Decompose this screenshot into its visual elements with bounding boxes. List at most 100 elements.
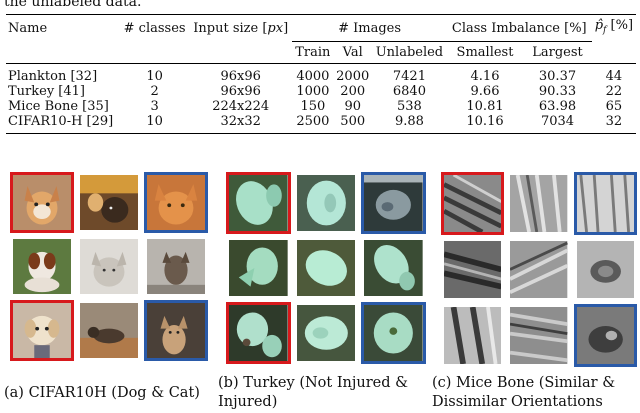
bone-caption-line-2: Dissimilar Orientations: [432, 394, 603, 410]
cifar-image-grid: [10, 172, 208, 361]
cell-unlabeled: 6840: [392, 84, 426, 100]
cell-unlabeled: 9.88: [372, 114, 447, 135]
cifar-image-cat-1: [77, 172, 141, 233]
cell-pf: 32: [591, 114, 636, 135]
cifar-image-dog-1: [10, 172, 74, 233]
cell-pf: 65: [605, 99, 623, 115]
header-pf-unit: [%]: [606, 18, 634, 33]
cifar-image-dog-3: [10, 300, 74, 361]
bone-image-7: [441, 304, 504, 367]
cell-classes: 2: [150, 84, 159, 100]
cell-classes: 3: [150, 99, 159, 115]
cell-name: Plankton [32]: [8, 69, 98, 85]
cell-largest: 90.33: [538, 84, 577, 100]
bone-image-3: [573, 172, 637, 235]
bone-image-6: [574, 238, 637, 301]
cell-train: 150: [300, 99, 326, 115]
cifar-image-cat-5: [77, 300, 141, 361]
cell-unlabeled: 538: [397, 99, 422, 115]
header-blank-1: [6, 42, 120, 64]
turkey-image-6: [361, 237, 426, 299]
cell-smallest: 4.16: [470, 69, 500, 85]
header-classes: # classes: [123, 20, 186, 36]
cell-val: 500: [333, 114, 373, 135]
table-row: Mice Bone [35] 3 224x224 150 90 538 10.8…: [6, 99, 636, 114]
cell-classes: 10: [146, 69, 163, 85]
turkey-image-grid: [226, 172, 426, 364]
cell-name: Turkey [41]: [8, 84, 85, 100]
turkey-image-4: [226, 237, 291, 299]
dataset-table: Name # classes Input size [px] # Images …: [6, 14, 636, 135]
turkey-image-5: [294, 237, 359, 299]
cell-smallest: 10.81: [466, 99, 504, 115]
cifar-image-dog-2: [10, 236, 74, 297]
cell-val: 2000: [336, 69, 370, 85]
header-train: Train: [295, 45, 331, 61]
header-imbalance-group: Class Imbalance [%]: [446, 14, 592, 43]
bone-image-grid: [441, 172, 637, 367]
cell-name: Mice Bone [35]: [8, 99, 109, 115]
header-unlabeled: Unlabeled: [375, 45, 444, 61]
turkey-caption-line-2: Injured): [218, 394, 278, 410]
header-input-size: Input size [px]: [189, 15, 292, 42]
cell-train: 1000: [296, 84, 330, 100]
turkey-image-2: [294, 172, 359, 234]
turkey-image-8: [294, 302, 359, 364]
header-pf-sub: f: [603, 25, 607, 36]
cell-val: 200: [340, 84, 366, 100]
header-input-size-text: Input size [: [193, 20, 268, 36]
header-blank-4: [592, 42, 636, 64]
header-blank-3: [189, 42, 292, 64]
turkey-image-9: [361, 302, 426, 364]
cell-pf: 22: [605, 84, 623, 100]
cell-val: 90: [344, 99, 361, 115]
bone-image-9: [573, 304, 637, 367]
cell-largest: 63.98: [538, 99, 577, 115]
cell-input-size: 96x96: [220, 84, 261, 100]
cell-smallest: 9.66: [470, 84, 500, 100]
cifar-image-cat-6: [144, 300, 208, 361]
header-blank-2: [120, 42, 189, 64]
table-header-row-2: Train Val Unlabeled Smallest Largest: [6, 42, 636, 64]
cell-train: 2500: [292, 114, 334, 135]
cifar-panel: [10, 172, 208, 361]
bone-panel: [441, 172, 637, 367]
cell-input-size: 96x96: [220, 69, 261, 85]
cell-largest: 30.37: [538, 69, 577, 85]
bone-image-2: [507, 172, 570, 235]
header-input-size-unit: px: [267, 20, 284, 36]
cifar-image-cat-3: [77, 236, 141, 297]
table-row: CIFAR10-H [29] 10 32x32 2500 500 9.88 10…: [6, 114, 636, 135]
intro-text: the unlabeled data.: [4, 0, 142, 10]
cell-unlabeled: 7421: [392, 69, 426, 85]
cell-pf: 44: [605, 69, 623, 85]
header-images-group: # Images: [292, 14, 447, 43]
cell-input-size: 32x32: [189, 114, 293, 135]
cell-train: 4000: [296, 69, 330, 85]
header-val: Val: [342, 45, 363, 61]
turkey-panel: [226, 172, 426, 364]
turkey-image-7: [226, 302, 291, 364]
cell-input-size: 224x224: [212, 99, 270, 115]
turkey-image-1: [226, 172, 291, 234]
turkey-caption-line-1: (b) Turkey (Not Injured &: [218, 375, 409, 391]
table-row: Plankton [32] 10 96x96 4000 2000 7421 4.…: [6, 64, 636, 85]
table-row: Turkey [41] 2 96x96 1000 200 6840 9.66 9…: [6, 84, 636, 99]
cell-classes: 10: [120, 114, 190, 135]
cell-largest: 7034: [523, 114, 592, 135]
bone-image-1: [441, 172, 505, 235]
cell-smallest: 10.16: [446, 114, 524, 135]
header-name: Name: [8, 20, 48, 36]
cifar-caption: (a) CIFAR10H (Dog & Cat): [4, 385, 200, 401]
header-pf: p̂f [%]: [592, 15, 636, 42]
header-pf-symbol: p̂: [594, 18, 604, 33]
cifar-image-cat-2: [144, 172, 208, 233]
cifar-image-cat-4: [144, 236, 208, 297]
cell-name: CIFAR10-H [29]: [6, 114, 121, 135]
bone-caption-line-1: (c) Mice Bone (Similar &: [432, 375, 616, 391]
header-input-size-close: ]: [283, 20, 289, 36]
table-header-row-1: Name # classes Input size [px] # Images …: [6, 14, 636, 43]
turkey-image-3: [361, 172, 426, 234]
header-smallest: Smallest: [456, 45, 514, 61]
bone-image-8: [507, 304, 570, 367]
